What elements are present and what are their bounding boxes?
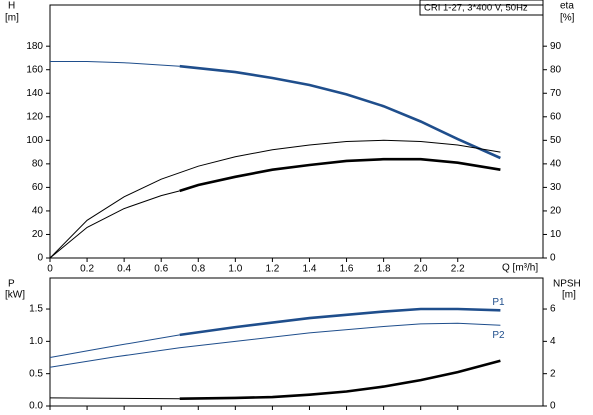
- y-tick-label: 60: [32, 182, 44, 193]
- y-tick-label: 180: [26, 41, 43, 52]
- x-tick-label: 1.2: [265, 264, 279, 275]
- x-tick-label: 0.4: [117, 264, 131, 275]
- y-tick-label: 1.5: [29, 304, 43, 315]
- x-tick-label: 1.6: [340, 264, 354, 275]
- series-line: [49, 397, 180, 400]
- y-tick-label: 0.5: [29, 368, 43, 379]
- y2-tick-label: 40: [550, 159, 562, 170]
- y-tick-label: 20: [32, 229, 44, 240]
- x-tick-label: 1.4: [303, 264, 317, 275]
- y2-tick-label: 70: [550, 88, 562, 99]
- y-tick-label: 1.0: [29, 336, 43, 347]
- y2-tick-label: 80: [550, 64, 562, 75]
- y2-tick-label: 90: [550, 41, 562, 52]
- series-line: [49, 322, 501, 368]
- x-tick-label: 0: [47, 264, 53, 275]
- y-tick-label: 80: [32, 159, 44, 170]
- y2-tick-label: 10: [550, 229, 562, 240]
- y-tick-label: 120: [26, 111, 43, 122]
- x-tick-label: 2.0: [414, 264, 428, 275]
- x-label: Q [m³/h]: [502, 263, 538, 274]
- y2-unit: [m]: [562, 290, 576, 301]
- y-label: H: [8, 1, 15, 12]
- series-line: [179, 157, 501, 193]
- x-tick-label: 0.2: [80, 264, 94, 275]
- x-tick-label: 1.0: [228, 264, 242, 275]
- series-line: [50, 61, 180, 67]
- y2-tick-label: 20: [550, 206, 562, 217]
- y-unit: [kW]: [5, 290, 25, 301]
- series-line: [179, 307, 501, 337]
- y2-tick-label: 6: [550, 304, 556, 315]
- y2-tick-label: 0: [550, 401, 556, 412]
- plot-frame: [49, 277, 544, 407]
- series-line: [49, 139, 501, 259]
- y2-label: eta: [560, 1, 574, 12]
- x-tick-label: 0.6: [154, 264, 168, 275]
- series-line: [179, 64, 501, 160]
- legend-text: CRI 1-27, 3*400 V, 50Hz: [424, 3, 528, 14]
- y-tick-label: 100: [26, 135, 43, 146]
- y2-label: NPSH: [553, 279, 581, 290]
- plot-frame: [49, 4, 544, 259]
- series-line: [49, 334, 180, 358]
- y-label: P: [8, 279, 15, 290]
- series-label: P1: [492, 297, 505, 308]
- series-label: P2: [492, 330, 505, 341]
- series-line: [179, 359, 501, 400]
- series-line: [49, 190, 180, 259]
- x-tick-label: 2.2: [451, 264, 465, 275]
- y2-tick-label: 2: [550, 368, 556, 379]
- y2-tick-label: 0: [550, 253, 556, 264]
- y2-tick-label: 30: [550, 182, 562, 193]
- y2-unit: [%]: [560, 13, 575, 24]
- y-tick-label: 0.0: [29, 401, 43, 412]
- x-tick-label: 0.8: [191, 264, 205, 275]
- x-tick-label: 1.8: [377, 264, 391, 275]
- y-tick-label: 160: [26, 64, 43, 75]
- y-tick-label: 40: [32, 206, 44, 217]
- y2-tick-label: 4: [550, 336, 556, 347]
- y-tick-label: 140: [26, 88, 43, 99]
- y2-tick-label: 50: [550, 135, 562, 146]
- y-unit: [m]: [5, 13, 19, 24]
- y2-tick-label: 60: [550, 111, 562, 122]
- y-tick-label: 0: [37, 253, 43, 264]
